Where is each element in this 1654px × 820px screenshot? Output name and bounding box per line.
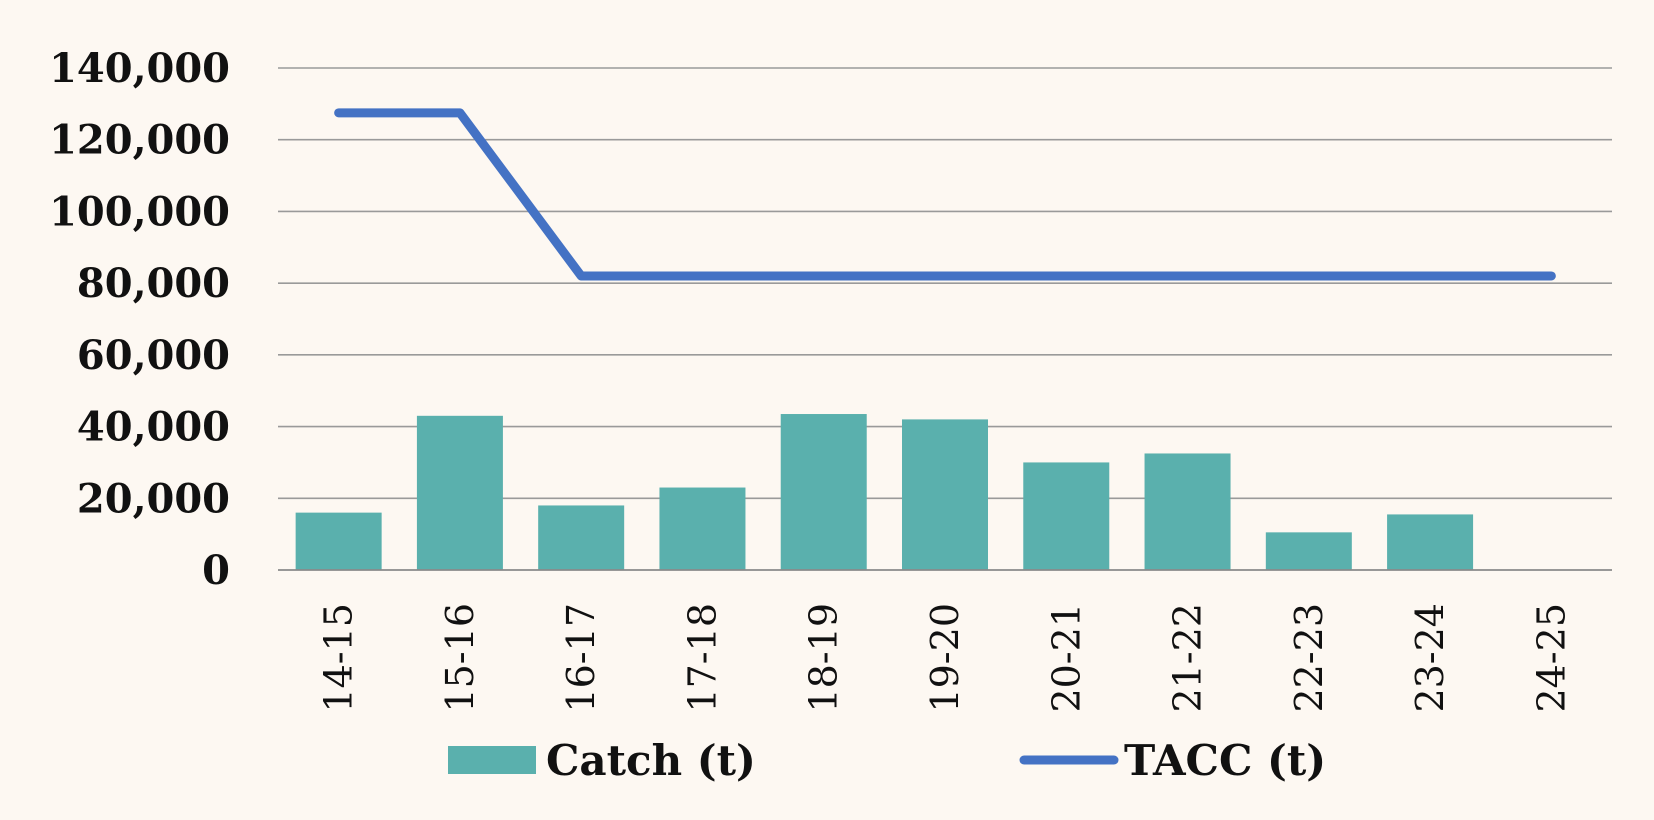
bar-catch	[659, 487, 746, 570]
bar-catch	[1265, 532, 1352, 570]
legend-swatch-catch	[448, 746, 536, 774]
x-tick-label: 18-19	[802, 603, 846, 713]
x-tick-label: 16-17	[559, 603, 603, 713]
x-tick-label: 24-25	[1529, 603, 1573, 713]
bar-catch	[1387, 514, 1474, 570]
line-tacc	[334, 108, 1556, 281]
bar-catch	[1144, 453, 1231, 570]
line-series	[334, 108, 1556, 281]
y-tick-label: 100,000	[49, 188, 230, 235]
y-tick-label: 0	[202, 547, 230, 594]
legend-label-catch: Catch (t)	[546, 736, 756, 785]
x-tick-label: 22-23	[1287, 603, 1331, 713]
bar-catch	[780, 414, 867, 570]
x-tick-label: 21-22	[1166, 603, 1210, 713]
legend-label-tacc: TACC (t)	[1124, 736, 1326, 785]
y-tick-label: 80,000	[77, 260, 230, 307]
bar-catch	[1023, 462, 1110, 570]
x-tick-label: 17-18	[680, 603, 724, 713]
y-tick-label: 40,000	[77, 404, 230, 451]
x-tick-label: 15-16	[438, 603, 482, 713]
x-tick-label: 23-24	[1408, 603, 1452, 713]
y-tick-label: 120,000	[49, 117, 230, 164]
x-tick-label: 19-20	[923, 603, 967, 713]
bar-catch	[416, 415, 503, 570]
x-tick-label: 20-21	[1044, 603, 1088, 713]
x-tick-label: 14-15	[317, 603, 361, 713]
bar-catch	[295, 512, 382, 570]
bar-series	[295, 414, 1474, 570]
y-tick-label: 60,000	[77, 332, 230, 379]
bar-catch	[538, 505, 625, 570]
y-tick-label: 140,000	[49, 45, 230, 92]
legend: Catch (t) TACC (t)	[448, 736, 1326, 785]
y-tick-label: 20,000	[77, 475, 230, 522]
y-axis: 0 20,000 40,000 60,000 80,000 100,000 120,000 1…	[49, 45, 230, 594]
x-axis: 14-15 15-16 16-17 17-18 18-19 19-20 20-21 21-22…	[278, 569, 1612, 713]
bar-catch	[902, 419, 988, 570]
